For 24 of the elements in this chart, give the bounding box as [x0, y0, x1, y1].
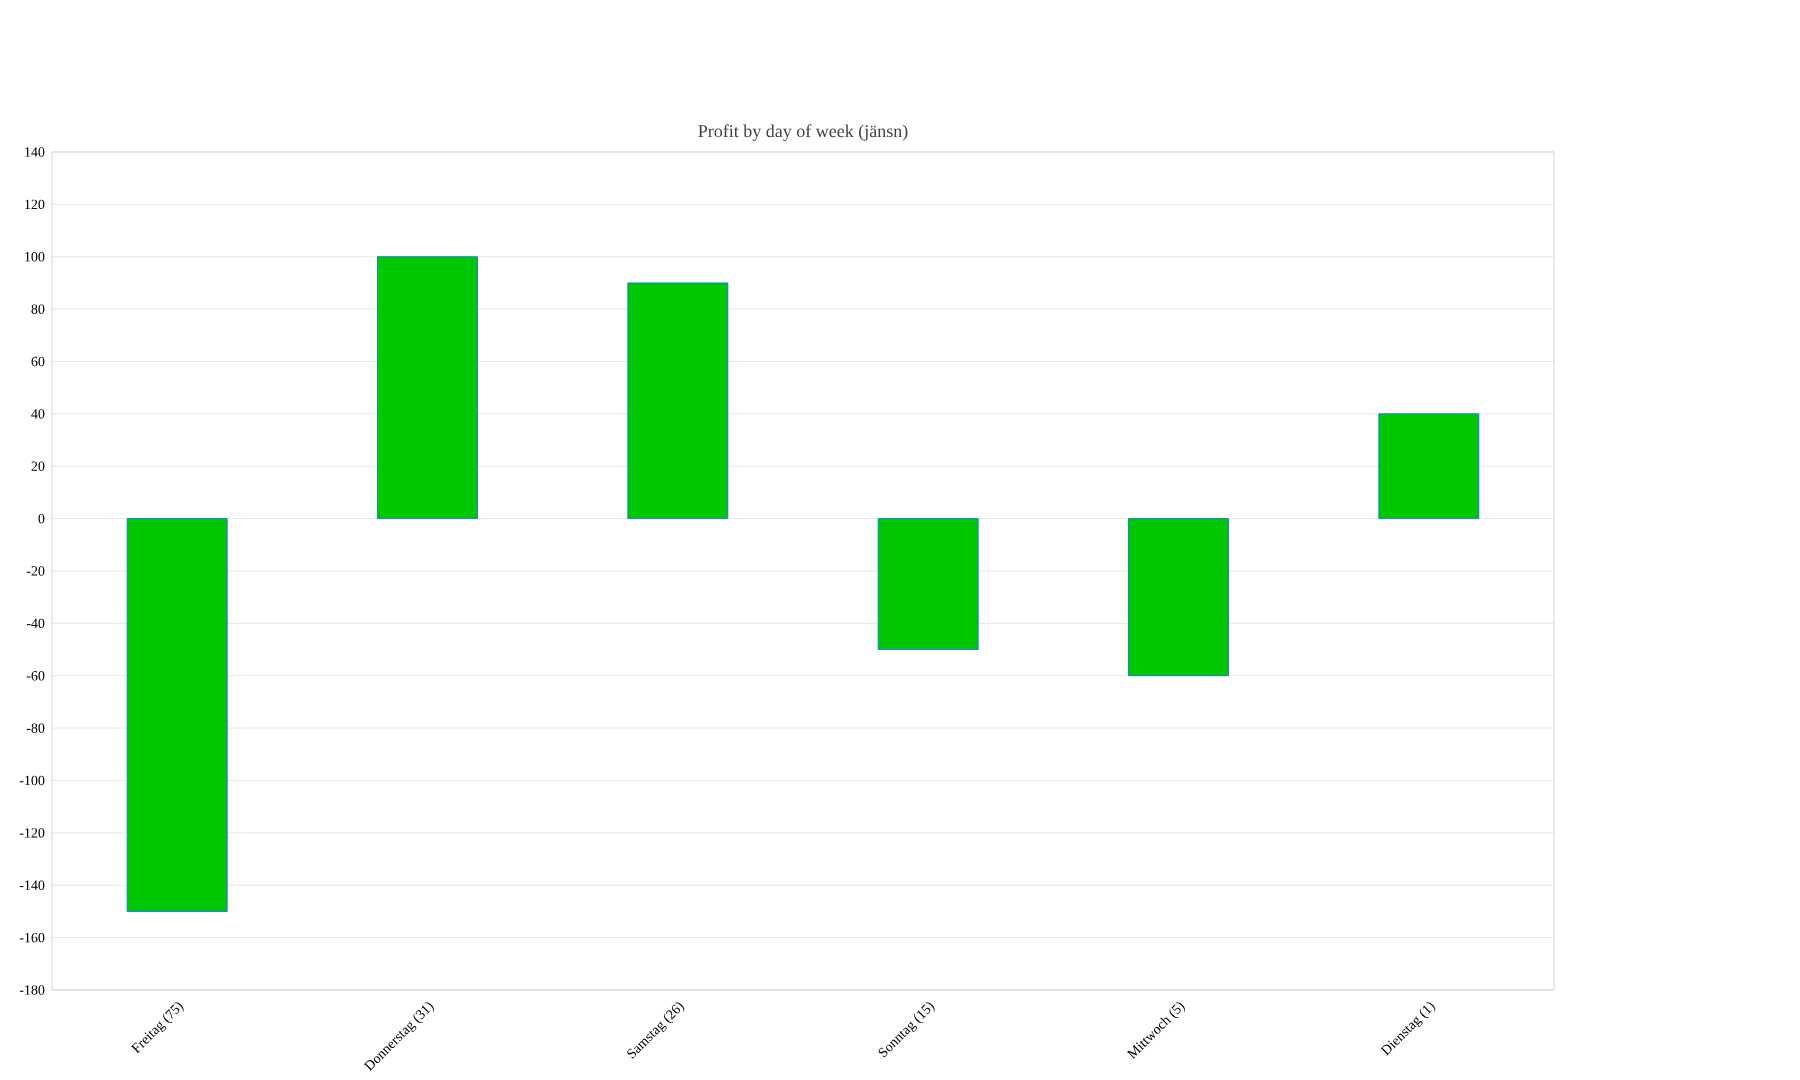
bar — [877, 518, 979, 650]
chart-title: Profit by day of week (jänsn) — [698, 124, 908, 141]
y-tick-label: 0 — [38, 513, 45, 524]
y-tick-label: 80 — [31, 304, 45, 314]
y-tick-label: -140 — [19, 880, 45, 890]
y-tick-label: 100 — [25, 252, 45, 262]
y-tick-label: 60 — [31, 356, 45, 367]
y-tick-label: -160 — [19, 932, 45, 943]
y-tick-label: -60 — [26, 671, 45, 681]
y-tick-label: -80 — [26, 723, 45, 733]
bar — [627, 282, 729, 519]
y-tick-label: 120 — [25, 199, 45, 210]
y-tick-label: 140 — [25, 147, 45, 157]
bar — [1378, 413, 1480, 519]
bar — [377, 256, 478, 519]
y-tick-label: -120 — [19, 828, 45, 838]
y-tick-label: -180 — [19, 985, 45, 995]
y-tick-label: 20 — [31, 461, 45, 471]
y-tick-label: 40 — [31, 409, 45, 419]
y-tick-label: -100 — [19, 775, 45, 786]
bar — [126, 518, 228, 912]
y-tick-label: -40 — [26, 618, 45, 629]
y-tick-label: -20 — [26, 566, 45, 576]
bar — [1128, 518, 1229, 677]
